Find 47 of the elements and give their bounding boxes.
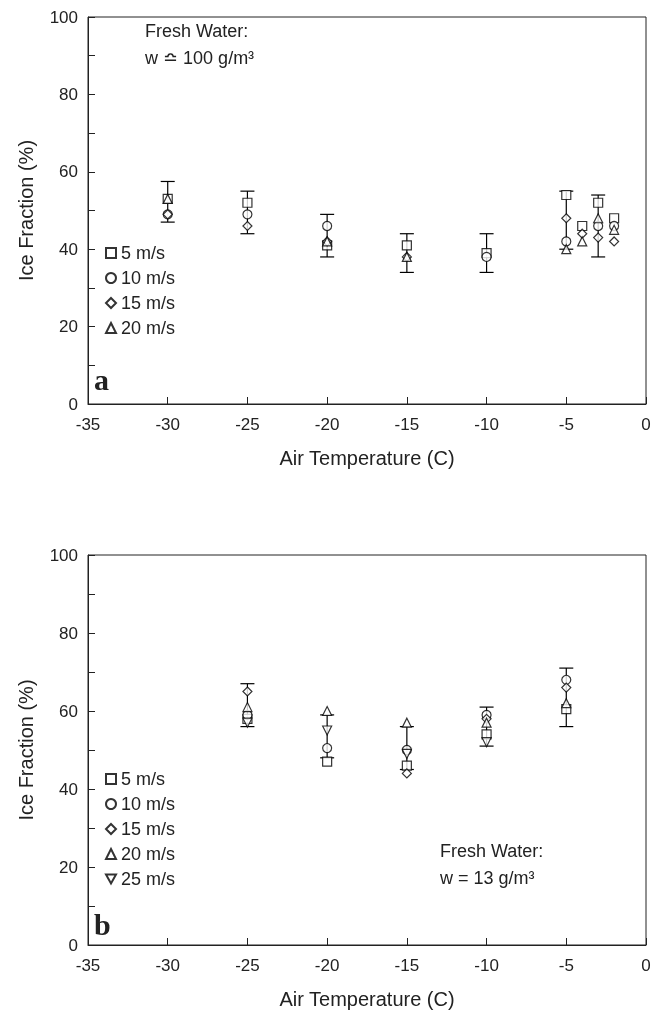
legend-label: 25 m/s — [121, 869, 176, 889]
annotation: Fresh Water: — [145, 21, 249, 41]
x-axis-title: Air Temperature (C) — [279, 988, 455, 1010]
y-tick-label: 0 — [68, 394, 78, 414]
y-tick-label: 60 — [59, 701, 78, 721]
x-tick-label: 0 — [641, 956, 651, 975]
x-tick-label: -15 — [394, 956, 420, 975]
legend-label: 20 m/s — [121, 318, 176, 338]
legend-label: 10 m/s — [121, 268, 176, 288]
y-axis-title: Ice Fraction (%) — [15, 139, 37, 282]
x-tick-label: -35 — [75, 415, 101, 434]
x-tick-label: -30 — [155, 415, 180, 434]
annotation: b — [94, 907, 111, 941]
x-tick-label: -20 — [314, 415, 340, 434]
y-tick-label: 100 — [49, 545, 78, 565]
x-tick-label: -5 — [558, 415, 574, 434]
x-tick-label: -5 — [558, 956, 574, 975]
x-tick-label: -10 — [474, 956, 499, 975]
x-tick-label: -35 — [75, 956, 101, 975]
y-tick-label: 40 — [59, 239, 78, 259]
x-tick-label: -25 — [235, 415, 260, 434]
y-tick-label: 0 — [68, 935, 78, 955]
x-tick-label: -25 — [235, 956, 260, 975]
legend-label: 15 m/s — [121, 293, 176, 313]
x-tick-label: 0 — [641, 415, 651, 434]
y-tick-label: 80 — [59, 623, 78, 643]
annotation: w ≏ 100 g/m³ — [144, 48, 255, 68]
annotation: w = 13 g/m³ — [439, 868, 535, 888]
y-axis-title: Ice Fraction (%) — [15, 679, 37, 821]
y-tick-label: 80 — [59, 84, 78, 104]
annotation: Fresh Water: — [440, 841, 544, 861]
legend-label: 5 m/s — [121, 243, 166, 263]
x-tick-label: -20 — [314, 956, 340, 975]
y-tick-label: 20 — [59, 857, 78, 877]
x-axis-title: Air Temperature (C) — [279, 447, 455, 469]
legend-label: 5 m/s — [121, 769, 166, 789]
y-tick-label: 100 — [49, 7, 78, 27]
y-tick-label: 60 — [59, 162, 78, 182]
legend-label: 10 m/s — [121, 794, 176, 814]
y-tick-label: 40 — [59, 779, 78, 799]
x-tick-label: -30 — [155, 956, 180, 975]
x-tick-label: -15 — [394, 415, 420, 434]
x-tick-label: -10 — [474, 415, 499, 434]
legend-label: 15 m/s — [121, 819, 176, 839]
legend-label: 20 m/s — [121, 844, 176, 864]
y-tick-label: 20 — [59, 317, 78, 337]
annotation: a — [94, 362, 109, 396]
